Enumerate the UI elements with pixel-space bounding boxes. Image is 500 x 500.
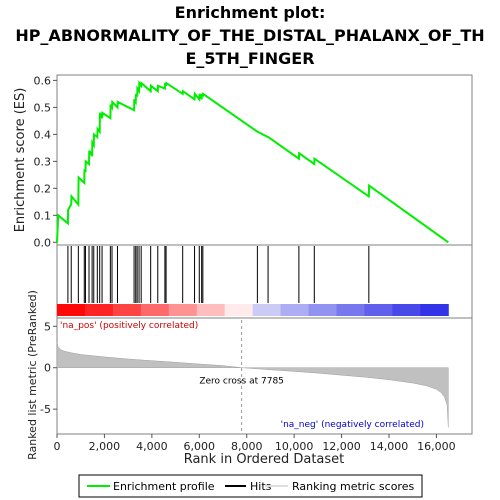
ranking-metric-area	[56, 341, 449, 428]
legend-box	[78, 474, 423, 498]
color-bar-segment	[84, 304, 114, 316]
x-tick-label: 4,000	[136, 440, 168, 453]
color-bar-segment	[308, 304, 337, 316]
es-y-axis-label: Enrichment score (ES)	[13, 88, 28, 233]
x-tick-label: 10,000	[275, 440, 314, 453]
x-axis-label: Rank in Ordered Dataset	[184, 452, 345, 467]
legend-enrichment-profile-label: Enrichment profile	[113, 480, 215, 493]
x-tick-label: 2,000	[89, 440, 121, 453]
es-panel-frame	[56, 74, 473, 246]
x-tick-label: 8,000	[231, 440, 263, 453]
es-y-tick-label: 0.0	[34, 236, 52, 249]
es-y-tick-label: 0.4	[34, 128, 52, 141]
rank-y-tick-label: -5	[40, 403, 51, 416]
rank-y-tick-label: 0	[44, 362, 51, 375]
legend-hits-label: Hits	[250, 480, 272, 493]
title-line-2: HP_ABNORMALITY_OF_THE_DISTAL_PHALANX_OF_…	[15, 26, 484, 45]
title-line-3: E_5TH_FINGER	[185, 49, 314, 68]
zero-cross-annotation: Zero cross at 7785	[199, 377, 284, 387]
negative-correlation-label: 'na_neg' (negatively correlated)	[281, 420, 424, 430]
positive-correlation-label: 'na_pos' (positively correlated)	[60, 321, 198, 331]
es-y-tick-label: 0.6	[34, 74, 52, 87]
color-bar-segment	[112, 304, 142, 316]
color-bar-segment	[420, 304, 449, 316]
es-y-tick-label: 0.2	[34, 182, 52, 195]
hit-lines	[67, 246, 370, 303]
color-bar-segment	[168, 304, 198, 316]
color-bar-segment	[252, 304, 282, 316]
legend: Enrichment profile Hits Ranking metric s…	[78, 474, 423, 498]
x-tick-label: 14,000	[370, 440, 409, 453]
rank-y-tick-label: 5	[44, 320, 51, 333]
x-tick-label: 0	[54, 440, 61, 453]
title-line-1: Enrichment plot:	[175, 3, 326, 22]
x-tick-label: 6,000	[184, 440, 216, 453]
es-y-tick-label: 0.5	[34, 101, 52, 114]
rank-color-bar	[57, 304, 449, 316]
es-y-ticks: 0.0 0.1 0.2 0.3 0.4 0.5 0.6	[34, 74, 57, 249]
x-tick-label: 12,000	[322, 440, 361, 453]
x-tick-label: 16,000	[417, 440, 456, 453]
color-bar-segment	[224, 304, 254, 316]
color-bar-segment	[57, 304, 86, 316]
color-bar-segment	[336, 304, 365, 316]
color-bar-segment	[140, 304, 170, 316]
legend-ranking-metric-label: Ranking metric scores	[292, 480, 414, 493]
es-y-tick-label: 0.3	[34, 155, 52, 168]
x-axis-ticks: 0 2,000 4,000 6,000 8,000 10,000 12,000 14,000 1…	[54, 434, 456, 453]
color-bar-segment	[280, 304, 310, 316]
rank-y-axis-label: Ranked list metric (PreRanked)	[26, 290, 39, 460]
rank-y-ticks: 5 0 -5	[40, 320, 57, 416]
color-bar-segment	[392, 304, 421, 316]
color-bar-segment	[364, 304, 393, 316]
es-y-tick-label: 0.1	[34, 209, 52, 222]
enrichment-profile-line	[56, 80, 449, 244]
color-bar-segment	[196, 304, 226, 316]
